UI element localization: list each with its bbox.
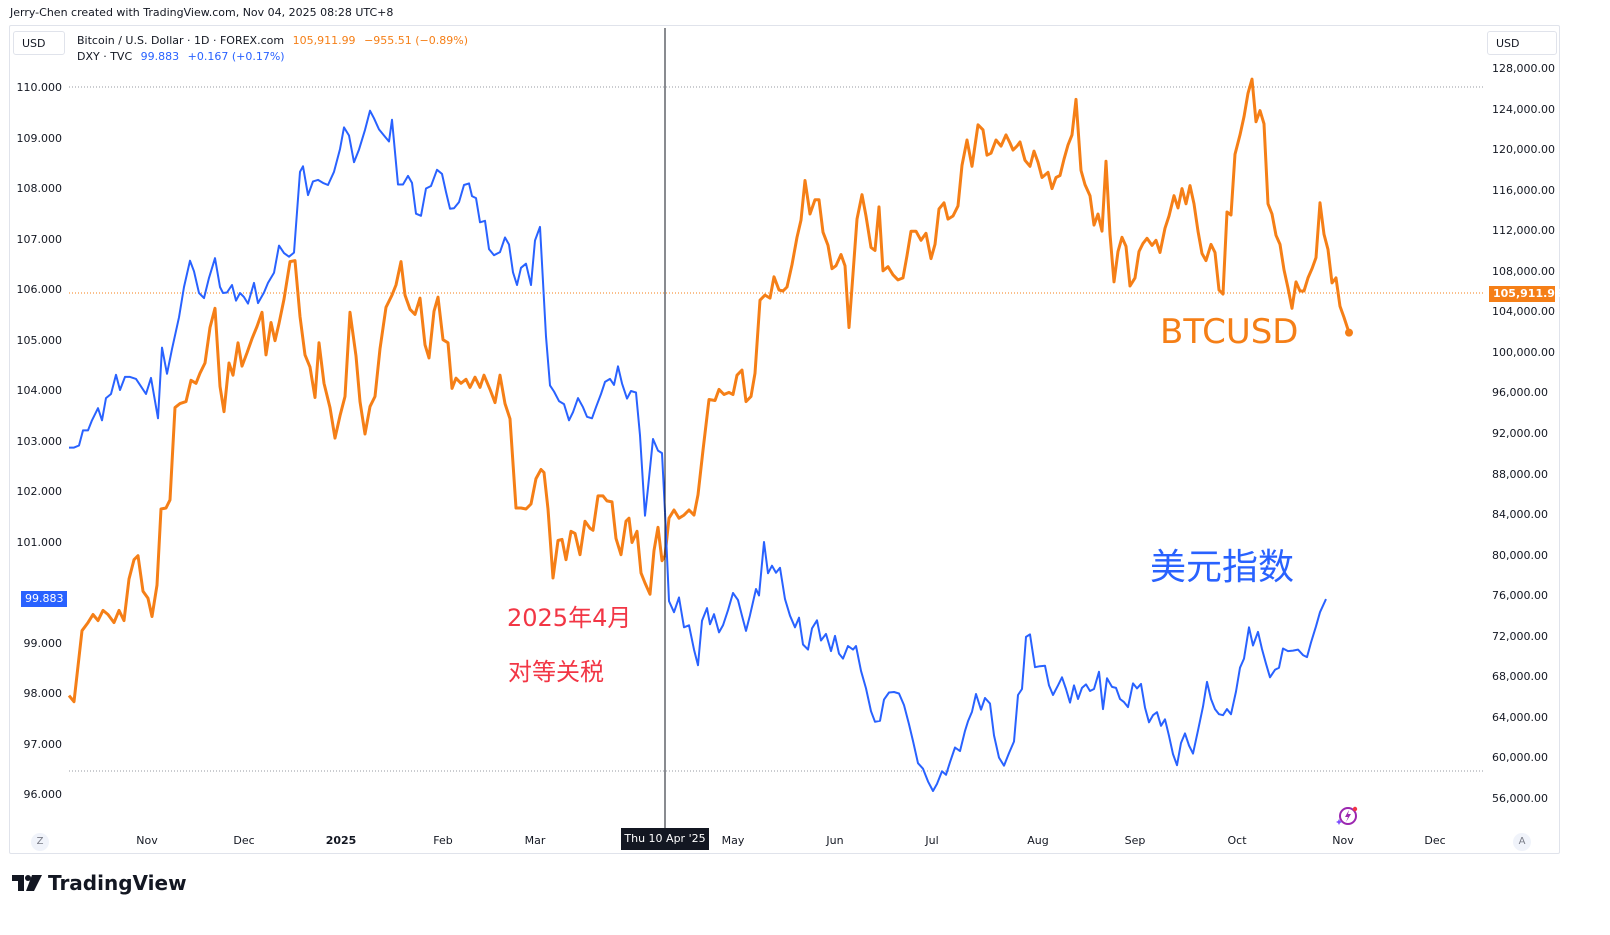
right-axis-tick: 84,000.00	[1492, 508, 1548, 522]
annotation-dollar-index: 美元指数	[1150, 547, 1295, 588]
left-axis-tick: 105.000	[16, 333, 63, 347]
btc-last-price-tag: 105,911.99	[1489, 286, 1563, 302]
right-axis-tick: 96,000.00	[1492, 386, 1548, 400]
dxy-last-price-tag: 99.883	[21, 591, 67, 607]
time-axis-tick: Jul	[925, 834, 939, 847]
lightning-sparkle-icon[interactable]	[1335, 804, 1359, 828]
tradingview-brand-text: TradingView	[48, 871, 187, 895]
auto-scale-button[interactable]: A	[1513, 833, 1531, 851]
reference-lines	[69, 86, 1485, 772]
left-axis-tick: 99.000	[23, 636, 63, 650]
legend-btc-change: −955.51 (−0.89%)	[364, 34, 469, 47]
time-axis-tick: Dec	[1424, 834, 1446, 847]
legend-btc-name: Bitcoin / U.S. Dollar · 1D · FOREX.com	[77, 34, 285, 47]
right-axis-tick: 72,000.00	[1492, 629, 1548, 643]
time-axis-tick: 2025	[325, 834, 357, 847]
time-axis-tick: Feb	[433, 834, 453, 847]
time-axis-tick: Nov	[1332, 834, 1354, 847]
right-axis-tick: 88,000.00	[1492, 467, 1548, 481]
left-axis-tick: 107.000	[16, 232, 63, 246]
legend-row-btc[interactable]: Bitcoin / U.S. Dollar · 1D · FOREX.com 1…	[77, 33, 473, 49]
right-axis-tick: 128,000.00	[1492, 62, 1555, 75]
chart-credit: Jerry-Chen created with TradingView.com,…	[10, 6, 394, 19]
time-axis-tick: Mar	[524, 834, 546, 847]
left-axis-tick: 102.000	[16, 485, 63, 498]
annotation-tariff-date: 2025年4月	[507, 604, 632, 632]
right-axis-tick: 124,000.00	[1492, 102, 1555, 116]
right-axis-tick: 120,000.00	[1492, 143, 1555, 157]
left-price-axis[interactable]: 110.000 109.000 108.000 107.000 106.000 105.0…	[0, 0, 63, 935]
right-axis-tick: 100,000.00	[1492, 345, 1555, 359]
right-axis-tick: 56,000.00	[1492, 792, 1548, 805]
right-axis-tick: 64,000.00	[1492, 710, 1548, 724]
left-axis-tick: 106.000	[16, 283, 63, 296]
series-lines	[67, 77, 1353, 792]
chart-frame	[9, 25, 1560, 854]
legend-dxy-price: 99.883	[140, 50, 180, 63]
annotation-tariff-label: 对等关税	[508, 658, 604, 686]
time-axis-tick: Sep	[1124, 834, 1146, 847]
time-axis-tick: Oct	[1227, 834, 1247, 847]
left-axis-tick: 110.000	[16, 81, 63, 94]
left-axis-tick: 104.000	[16, 384, 63, 397]
tradingview-logo-icon	[12, 875, 42, 891]
tradingview-logo[interactable]: TradingView	[12, 871, 187, 895]
legend-dxy-change: +0.167 (+0.17%)	[187, 50, 285, 63]
annotation-btcusd: BTCUSD	[1160, 312, 1299, 352]
legend-dxy-name: DXY · TVC	[77, 50, 133, 63]
time-axis-tick: Nov	[136, 834, 158, 847]
time-axis-tick: Jun	[826, 834, 844, 847]
legend-btc-price: 105,911.99	[292, 34, 356, 47]
time-axis-tick: Aug	[1027, 834, 1049, 847]
zoom-reset-button[interactable]: Z	[31, 833, 49, 851]
time-axis-tick: Dec	[233, 834, 255, 847]
time-axis-tick: May	[721, 834, 745, 847]
left-axis-tick: 109.000	[16, 131, 63, 145]
right-axis-tick: 80,000.00	[1492, 548, 1548, 562]
right-axis-tick: 68,000.00	[1492, 670, 1548, 684]
chart-legend: Bitcoin / U.S. Dollar · 1D · FOREX.com 1…	[77, 33, 473, 65]
right-currency-button[interactable]: USD	[1487, 31, 1557, 55]
left-axis-tick: 98.000	[23, 687, 63, 700]
right-axis-tick: 116,000.00	[1492, 183, 1555, 197]
left-axis-tick: 108.000	[16, 182, 63, 195]
right-axis-tick: 112,000.00	[1492, 224, 1555, 238]
left-axis-tick: 96.000	[23, 788, 63, 801]
legend-row-dxy[interactable]: DXY · TVC 99.883 +0.167 (+0.17%)	[77, 49, 473, 65]
right-axis-tick: 108,000.00	[1492, 264, 1555, 278]
left-axis-tick: 103.000	[16, 434, 63, 448]
crosshair-date-label: Thu 10 Apr '25	[621, 828, 709, 850]
left-axis-tick: 97.000	[23, 737, 63, 751]
right-axis-tick: 60,000.00	[1492, 751, 1548, 765]
right-axis-tick: 92,000.00	[1492, 427, 1548, 440]
right-axis-tick: 76,000.00	[1492, 589, 1548, 603]
left-axis-tick: 101.000	[16, 535, 63, 549]
left-currency-button[interactable]: USD	[13, 31, 65, 55]
right-axis-tick: 104,000.00	[1492, 305, 1555, 319]
